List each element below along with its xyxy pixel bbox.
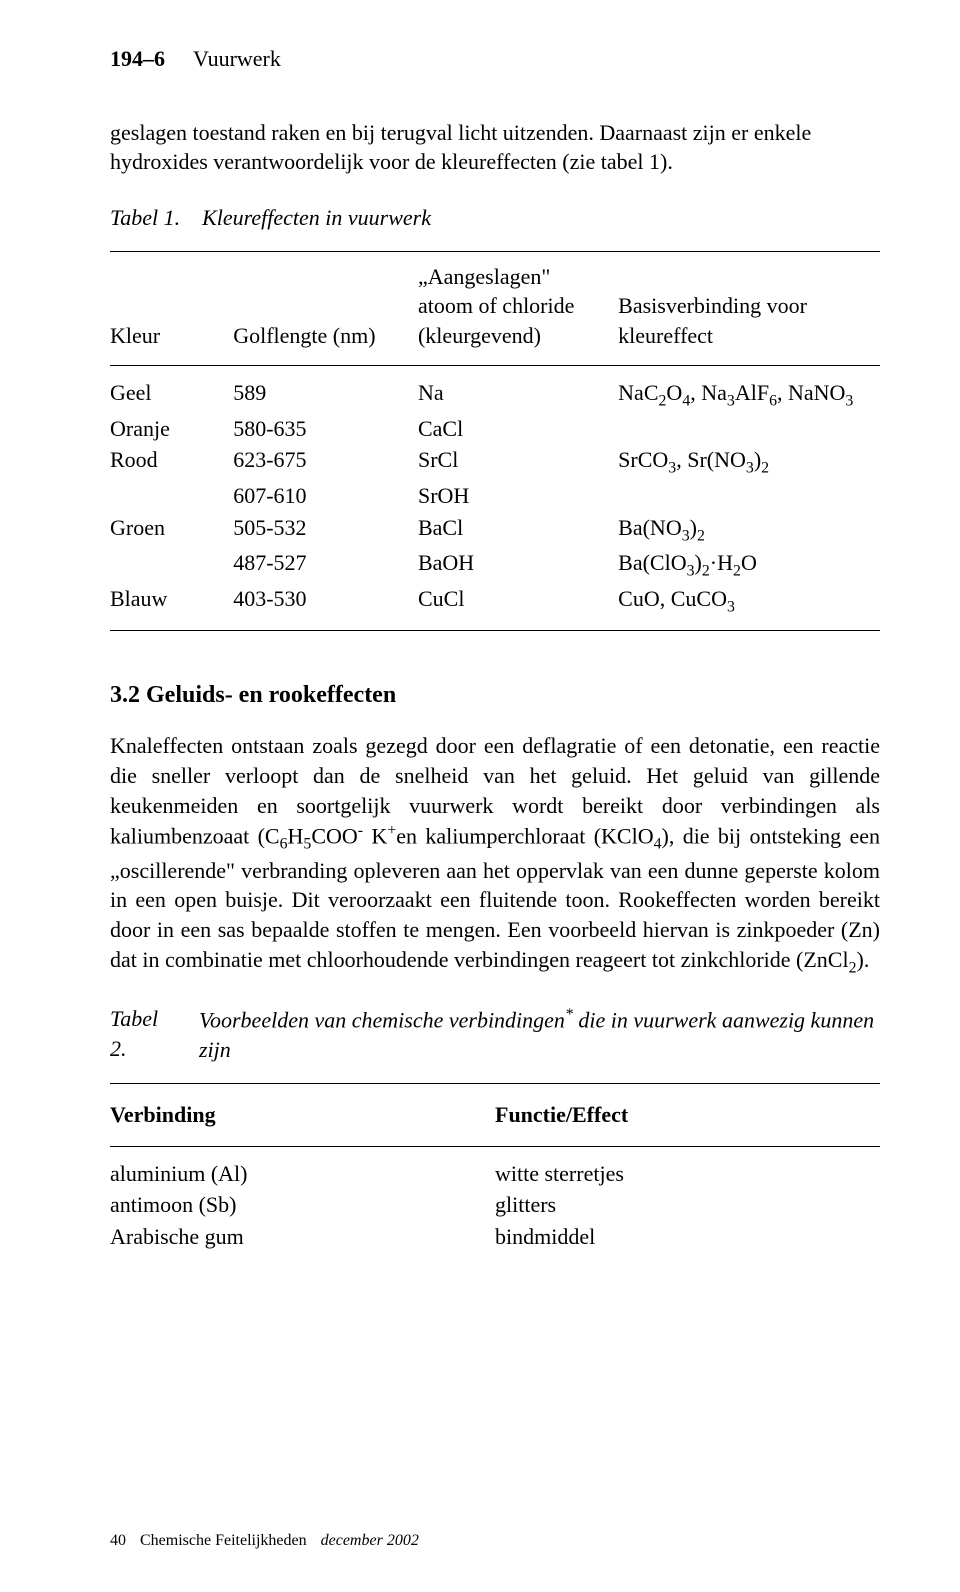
cell-functie: witte sterretjes [495,1146,880,1189]
intro-paragraph: geslagen toestand raken en bij terugval … [110,118,880,177]
cell-kleur: Groen [110,512,233,548]
table1-caption-label: Tabel 1. [110,203,180,233]
table-row: 487-527BaOHBa(ClO3)2·H2O [110,547,880,583]
table2-caption-label: Tabel 2. [110,1004,177,1065]
table1-caption: Tabel 1. Kleureffecten in vuurwerk [110,203,880,233]
cell-basis: SrCO3, Sr(NO3)2 [618,444,880,480]
table1-col-basis: Basisverbinding voor kleureffect [618,252,880,366]
footer-page-number: 40 [110,1530,126,1552]
cell-kleur [110,480,233,512]
cell-basis [618,413,880,445]
cell-golflengte: 607-610 [233,480,418,512]
cell-atoom: BaOH [418,547,618,583]
table-row: Oranje580-635CaCl [110,413,880,445]
table2-col-verbinding: Verbinding [110,1084,495,1146]
cell-atoom: CaCl [418,413,618,445]
cell-golflengte: 505-532 [233,512,418,548]
cell-kleur: Oranje [110,413,233,445]
cell-golflengte: 487-527 [233,547,418,583]
table-row: 607-610SrOH [110,480,880,512]
table2-body: aluminium (Al)witte sterretjesantimoon (… [110,1146,880,1253]
page-footer: 40 Chemische Feitelijkheden december 200… [110,1530,419,1552]
table-row: Geel589NaNaC2O4, Na3AlF6, NaNO3 [110,365,880,412]
table1-col-golflengte: Golflengte (nm) [233,252,418,366]
cell-atoom: SrCl [418,444,618,480]
cell-functie: glitters [495,1189,880,1221]
table-row: Rood623-675SrClSrCO3, Sr(NO3)2 [110,444,880,480]
table1: Kleur Golflengte (nm) „Aangeslagen" atoo… [110,252,880,630]
cell-kleur [110,547,233,583]
cell-basis: CuO, CuCO3 [618,583,880,630]
table1-col-atoom: „Aangeslagen" atoom of chloride (kleurge… [418,252,618,366]
cell-golflengte: 580-635 [233,413,418,445]
cell-kleur: Geel [110,365,233,412]
table-row: Groen505-532BaClBa(NO3)2 [110,512,880,548]
cell-golflengte: 623-675 [233,444,418,480]
cell-golflengte: 403-530 [233,583,418,630]
page-number: 194–6 [110,44,165,74]
cell-golflengte: 589 [233,365,418,412]
table-row: antimoon (Sb)glitters [110,1189,880,1221]
footer-series: Chemische Feitelijkheden [140,1530,307,1552]
cell-verbinding: Arabische gum [110,1221,495,1253]
table1-col-kleur: Kleur [110,252,233,366]
table-row: Arabische gumbindmiddel [110,1221,880,1253]
cell-atoom: Na [418,365,618,412]
cell-kleur: Rood [110,444,233,480]
table2-caption: Tabel 2. Voorbeelden van chemische verbi… [110,1004,880,1065]
cell-atoom: CuCl [418,583,618,630]
cell-verbinding: aluminium (Al) [110,1146,495,1189]
cell-atoom: BaCl [418,512,618,548]
table1-rule-bottom [110,630,880,631]
table2-caption-text: Voorbeelden van chemische verbindingen* … [199,1004,880,1065]
cell-basis: NaC2O4, Na3AlF6, NaNO3 [618,365,880,412]
table2: Verbinding Functie/Effect aluminium (Al)… [110,1084,880,1253]
footer-issue: december 2002 [321,1530,419,1552]
cell-functie: bindmiddel [495,1221,880,1253]
cell-verbinding: antimoon (Sb) [110,1189,495,1221]
cell-basis: Ba(NO3)2 [618,512,880,548]
page-header: 194–6 Vuurwerk [110,44,880,74]
table-row: Blauw403-530CuClCuO, CuCO3 [110,583,880,630]
cell-kleur: Blauw [110,583,233,630]
chapter-title: Vuurwerk [193,44,281,74]
table1-body: Geel589NaNaC2O4, Na3AlF6, NaNO3Oranje580… [110,365,880,630]
table-row: aluminium (Al)witte sterretjes [110,1146,880,1189]
table1-caption-text: Kleureffecten in vuurwerk [202,203,431,233]
table2-col-functie: Functie/Effect [495,1084,880,1146]
section-body: Knaleffecten ontstaan zoals gezegd door … [110,731,880,978]
cell-atoom: SrOH [418,480,618,512]
section-heading: 3.2 Geluids- en rookeffecten [110,679,880,711]
cell-basis: Ba(ClO3)2·H2O [618,547,880,583]
cell-basis [618,480,880,512]
